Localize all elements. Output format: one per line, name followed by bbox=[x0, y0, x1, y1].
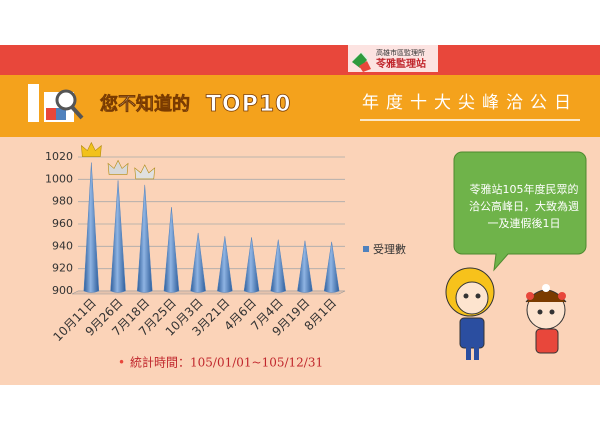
cone bbox=[323, 241, 340, 293]
crown-icon bbox=[134, 164, 156, 180]
period: 統計時間：105/01/01~105/12/31 bbox=[130, 355, 323, 370]
header-band bbox=[0, 45, 600, 75]
cone bbox=[243, 237, 260, 293]
banner-band bbox=[0, 75, 600, 137]
callout-line: 洽公高峰日，大致為週 bbox=[469, 199, 579, 213]
cone bbox=[110, 180, 126, 293]
banner-title-emphasis: TOP10 bbox=[206, 92, 291, 117]
crown-icon bbox=[80, 141, 102, 157]
cone bbox=[190, 232, 206, 293]
y-tick-label: 940 bbox=[52, 239, 73, 252]
station: 苓雅監理站 bbox=[375, 57, 426, 70]
cone bbox=[270, 239, 287, 293]
y-tick-label: 1000 bbox=[45, 172, 73, 185]
banner-icon bbox=[28, 84, 84, 122]
cone bbox=[297, 240, 313, 293]
characters bbox=[445, 267, 567, 360]
period-bullet: • bbox=[118, 356, 125, 370]
y-tick-label: 900 bbox=[52, 284, 73, 297]
y-tick-label: 1020 bbox=[45, 150, 73, 163]
callout-line: 苓雅站105年度民眾的 bbox=[470, 182, 579, 196]
crown-icon bbox=[107, 159, 129, 175]
y-tick-label: 960 bbox=[52, 217, 73, 230]
legend-swatch bbox=[363, 246, 369, 252]
cone bbox=[137, 184, 153, 293]
callout-bubble bbox=[453, 151, 587, 272]
y-tick-label: 980 bbox=[52, 195, 73, 208]
cone bbox=[217, 236, 233, 293]
banner-subtitle: 年度十大尖峰洽公日 bbox=[362, 93, 578, 113]
cone bbox=[83, 162, 100, 293]
agency: 高雄市區監理所 bbox=[376, 48, 425, 57]
cone bbox=[163, 207, 180, 293]
legend-label: 受理數 bbox=[373, 243, 406, 256]
y-tick-label: 920 bbox=[52, 262, 73, 275]
logo bbox=[348, 44, 438, 72]
banner-title: 您不知道的 bbox=[100, 93, 190, 115]
callout-line: 一及連假後1日 bbox=[488, 216, 561, 230]
